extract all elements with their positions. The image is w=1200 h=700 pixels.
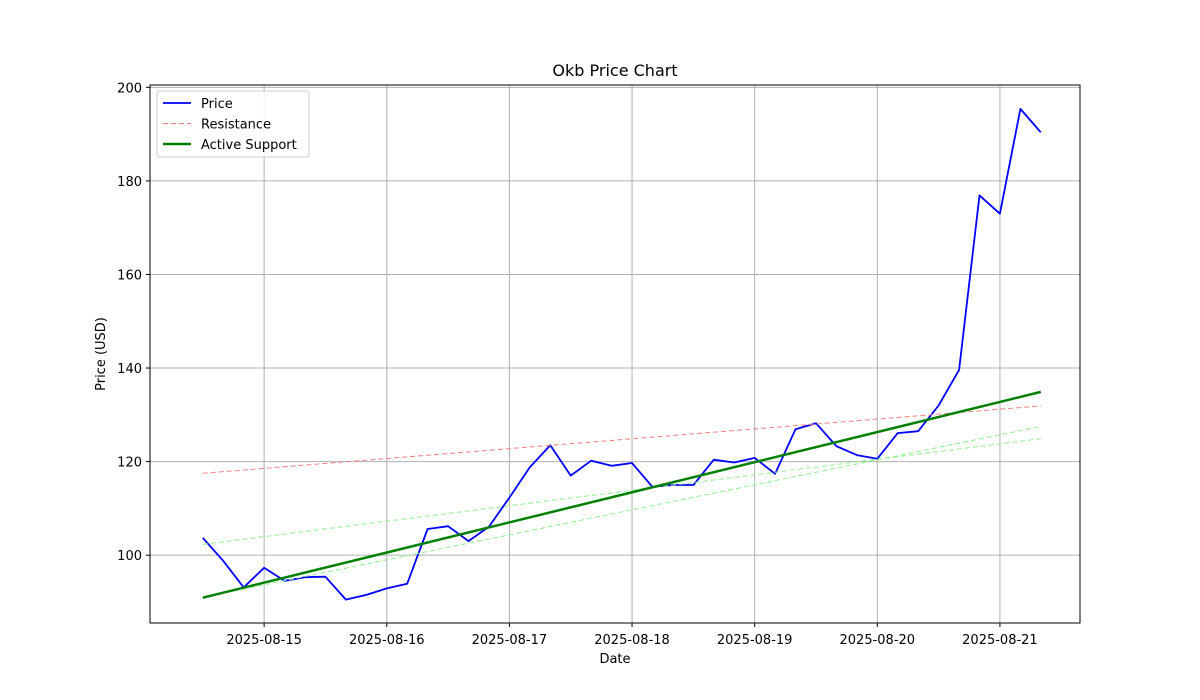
x-tick-label: 2025-08-21: [962, 633, 1038, 648]
series-line-support-3: [202, 426, 1041, 598]
y-axis-ticks: 100 120 140 160 180 200: [117, 81, 150, 564]
grid: [150, 85, 1080, 623]
y-tick-label: 200: [117, 81, 142, 96]
legend-label: Resistance: [201, 118, 271, 133]
x-tick-label: 2025-08-15: [226, 633, 302, 648]
plot-frame: [149, 84, 1081, 624]
y-tick-label: 140: [117, 362, 142, 377]
y-tick-label: 180: [117, 175, 142, 190]
x-tick-label: 2025-08-18: [594, 633, 670, 648]
x-tick-label: 2025-08-16: [349, 633, 425, 648]
series-line-support-2: [202, 438, 1041, 545]
legend: Price Resistance Active Support: [156, 90, 310, 158]
series-line-price: [202, 108, 1042, 601]
x-tick-label: 2025-08-20: [840, 633, 916, 648]
x-tick-label: 2025-08-19: [717, 633, 793, 648]
y-tick-label: 120: [117, 456, 142, 471]
y-axis-label: Price (USD): [94, 317, 109, 391]
legend-label: Price: [201, 97, 233, 112]
plot-series: [202, 108, 1042, 601]
chart-title: Okb Price Chart: [552, 61, 677, 80]
legend-box: [156, 90, 310, 158]
series-line-active-support: [202, 390, 1042, 599]
y-tick-label: 100: [117, 549, 142, 564]
x-axis-ticks: 2025-08-15 2025-08-16 2025-08-17 2025-08-18…: [226, 623, 1038, 648]
legend-label: Active Support: [201, 138, 297, 153]
x-axis-label: Date: [599, 652, 630, 667]
y-tick-label: 160: [117, 268, 142, 283]
x-tick-label: 2025-08-17: [472, 633, 548, 648]
series-line-resistance: [202, 405, 1041, 474]
